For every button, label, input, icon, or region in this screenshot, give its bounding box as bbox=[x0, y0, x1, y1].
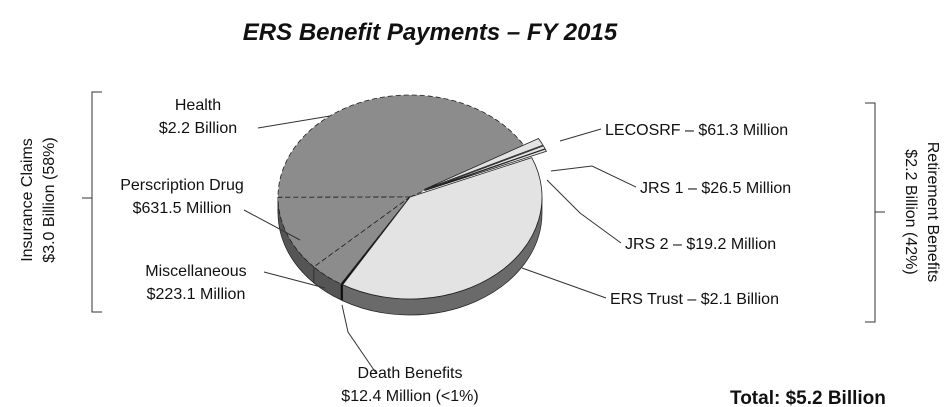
slice-label-line: ERS Trust – $2.1 Billion bbox=[610, 291, 779, 308]
slice-label: JRS 2 – $19.2 Million bbox=[625, 236, 776, 253]
slice bbox=[313, 196, 411, 285]
leader-line bbox=[341, 304, 377, 374]
slice-label-line: $223.1 Million bbox=[147, 286, 246, 303]
slice-label-line: Death Benefits bbox=[358, 365, 463, 382]
slice-label-line: Health bbox=[175, 97, 221, 114]
group-label-line: Insurance Claims bbox=[19, 138, 36, 262]
slice-label-line: $2.2 Billion bbox=[159, 120, 237, 137]
slice-label: LECOSRF – $61.3 Million bbox=[605, 122, 788, 139]
leader-line bbox=[546, 179, 622, 244]
group-label-line: $2.2 Billion (42%) bbox=[902, 149, 919, 274]
slice bbox=[277, 196, 412, 268]
leader-line bbox=[243, 209, 301, 241]
group-label-line: Retirement Benefits bbox=[924, 142, 941, 283]
group-label: Retirement Benefits $2.2 Billion (42%) bbox=[902, 142, 941, 283]
slice-label-line: Miscellaneous bbox=[145, 263, 246, 280]
slice bbox=[424, 145, 546, 191]
slice-label-line: Perscription Drug bbox=[120, 177, 244, 194]
left-bracket bbox=[82, 91, 102, 313]
slice-label: Perscription Drug $631.5 Million bbox=[120, 177, 244, 217]
slice bbox=[342, 157, 543, 300]
slice-label-line: JRS 2 – $19.2 Million bbox=[625, 236, 776, 253]
right-bracket bbox=[865, 102, 885, 323]
leader-line bbox=[521, 267, 607, 299]
slice-label-line: LECOSRF – $61.3 Million bbox=[605, 122, 788, 139]
slice-label-line: $12.4 Million (<1%) bbox=[341, 388, 478, 405]
group-label: Insurance Claims $3.0 Billion (58%) bbox=[19, 137, 58, 262]
slice-label: JRS 1 – $26.5 Million bbox=[640, 180, 791, 197]
slice-label-line: JRS 1 – $26.5 Million bbox=[640, 180, 791, 197]
leader-line bbox=[550, 165, 637, 188]
leader-line bbox=[559, 128, 602, 142]
slice-label: Health $2.2 Billion bbox=[159, 97, 237, 137]
leader-line bbox=[257, 115, 331, 129]
slice bbox=[423, 138, 544, 190]
slice-label: Miscellaneous $223.1 Million bbox=[145, 263, 246, 303]
slice-label: Death Benefits $12.4 Million (<1%) bbox=[341, 365, 478, 405]
leader-line bbox=[263, 271, 326, 289]
slice-label: ERS Trust – $2.1 Billion bbox=[610, 291, 779, 308]
slice bbox=[424, 148, 548, 192]
total-label: Total: $5.2 Billion bbox=[730, 388, 886, 407]
group-label-line: $3.0 Billion (58%) bbox=[41, 137, 58, 262]
chart-title: ERS Benefit Payments – FY 2015 bbox=[243, 19, 618, 46]
slice-label-line: $631.5 Million bbox=[133, 200, 232, 217]
slice bbox=[277, 94, 525, 198]
